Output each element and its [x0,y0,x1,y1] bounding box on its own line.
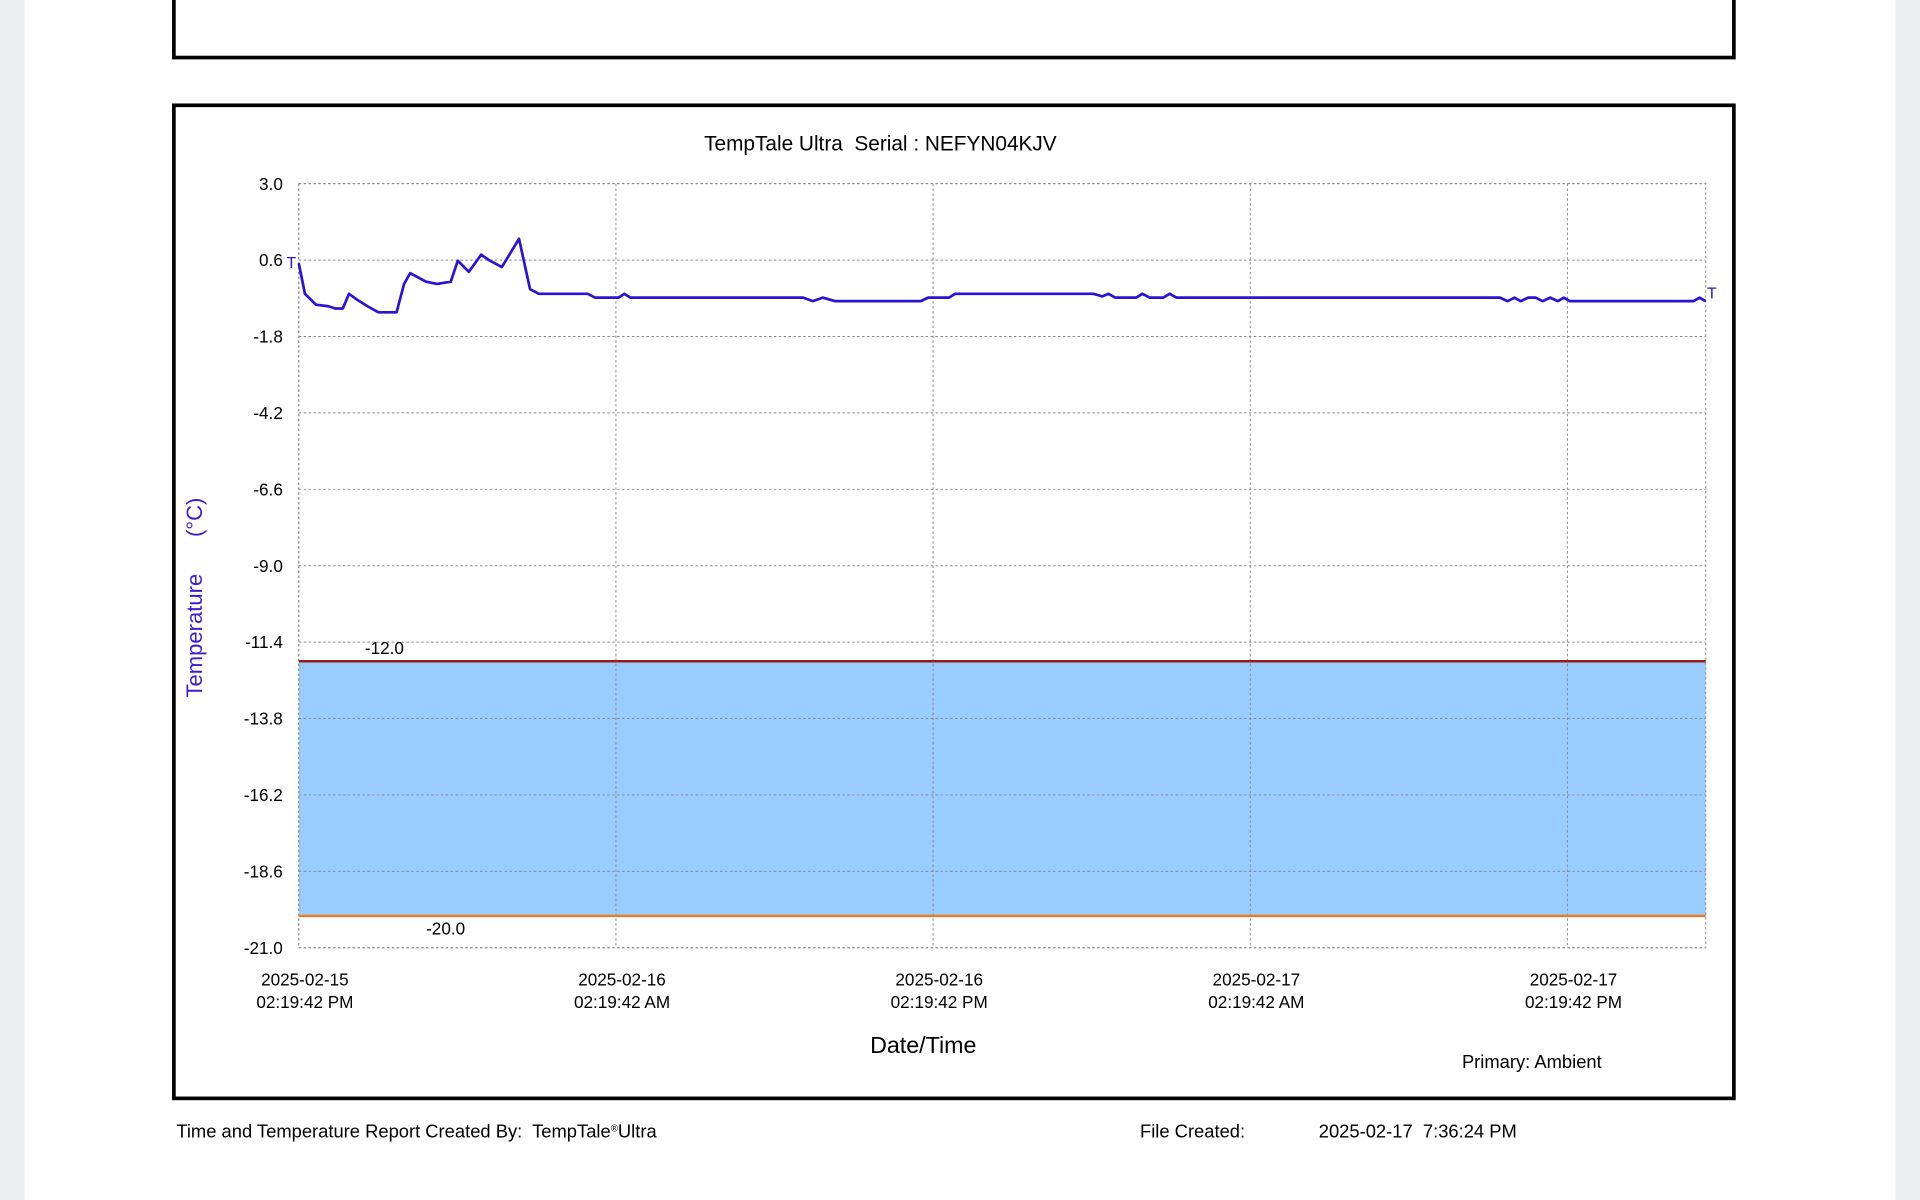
x-tick-label: 2025-02-16 [895,970,983,990]
x-tick-label: 02:19:42 PM [891,992,988,1012]
y-tick-label: -21.0 [244,938,283,958]
y-tick-label: -16.2 [244,785,283,805]
x-tick-label: 02:19:42 PM [256,992,353,1012]
x-tick-label: 2025-02-17 [1530,970,1618,990]
y-tick-label: 0.6 [259,250,283,270]
chart-frame [172,103,1736,1101]
y-tick-label: 3.0 [259,174,283,194]
legend-text: Primary: Ambient [1462,1051,1602,1072]
x-tick-label: 2025-02-15 [261,970,349,990]
x-axis-label: Date/Time [870,1032,976,1058]
y-tick-label: -6.6 [253,479,283,499]
y-tick-label: -11.4 [245,632,283,652]
x-tick-label: 02:19:42 AM [574,992,670,1012]
y-tick-label: -18.6 [244,861,283,881]
x-tick-label: 02:19:42 AM [1208,992,1304,1012]
footer-created-by: Time and Temperature Report Created By: … [176,1121,657,1142]
plot: 3.0 0.6 -1.8 -4.2 -6.6 -9.0 -11.4 -13.8 -16.2 -18… [244,174,1717,1012]
x-tick-label: 02:19:42 PM [1525,992,1622,1012]
y-tick-label: -9.0 [253,556,283,576]
y-tick-label: -4.2 [253,403,283,423]
start-marker: T [287,255,297,272]
end-marker: T [1707,286,1717,303]
y-tick-label: -1.8 [253,327,283,347]
plot-border [298,183,1707,949]
file-created-value: 2025-02-17 7:36:24 PM [1319,1121,1517,1142]
previous-box [172,0,1736,60]
file-created-label: File Created: [1140,1121,1245,1142]
y-tick-label: -13.8 [244,709,283,729]
data-line [297,237,1707,314]
limit-label: -20.0 [426,918,465,938]
brand-mark: ® [611,1123,619,1134]
chart-title: TempTale Ultra Serial : NEFYN04KJV [704,133,1057,156]
document-page [24,0,1896,1200]
x-tick-label: 2025-02-17 [1213,970,1301,990]
limit-band [298,661,1706,916]
created-by: Time and Temperature Report Created By: … [176,1121,610,1142]
brand-suffix: Ultra [618,1121,658,1142]
y-axis-label: Temperature (°C) [182,498,207,698]
limit-label: -12.0 [365,638,404,658]
x-tick-label: 2025-02-16 [578,970,666,990]
